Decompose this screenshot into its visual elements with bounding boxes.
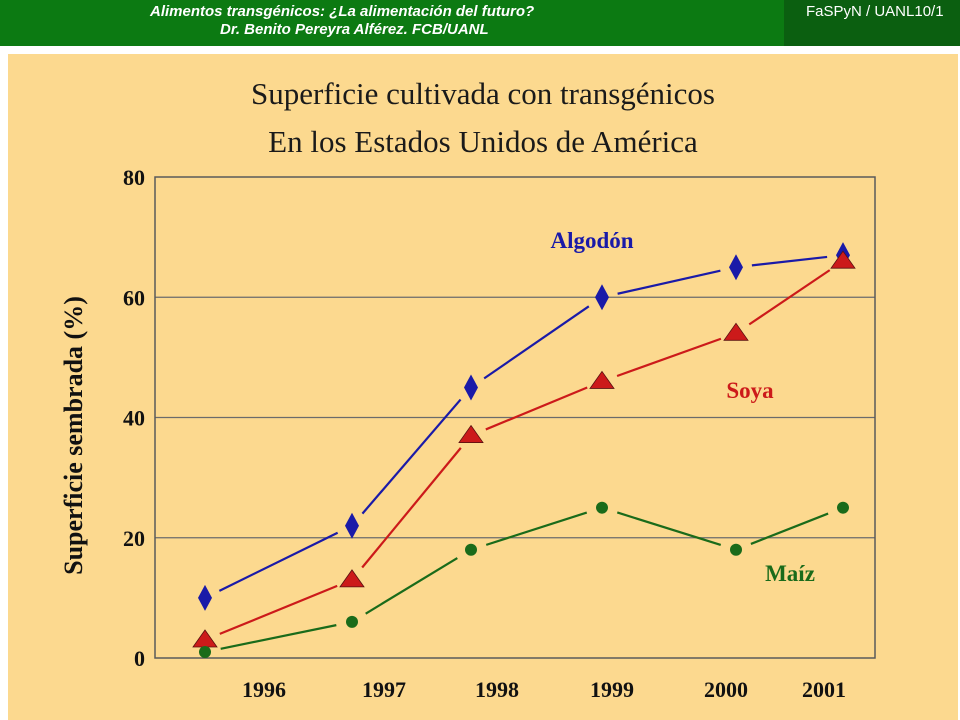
data-point-diamond [345, 512, 359, 539]
header-tag-box [784, 0, 960, 46]
data-point-diamond [729, 254, 743, 281]
series-line-segment [616, 337, 722, 378]
data-point-triangle [339, 569, 365, 588]
y-axis-label: Superficie sembrada (%) [59, 296, 88, 575]
data-point-triangle [723, 322, 749, 341]
data-point-circle [596, 501, 608, 514]
y-tick-label: 80 [123, 165, 145, 190]
data-point-triangle [830, 250, 856, 269]
header-title: Alimentos transgénicos: ¿La alimentación… [150, 3, 534, 39]
x-tick-label: 1999 [590, 677, 634, 702]
chart-title: Superficie cultivada con transgénicos [251, 76, 715, 111]
series-label: Maíz [765, 561, 815, 586]
data-point-circle [346, 615, 358, 628]
data-point-circle [730, 543, 742, 556]
series-line-segment [361, 447, 462, 569]
series-label: Soya [726, 378, 774, 403]
series-line-segment [218, 531, 339, 592]
x-tick-label: 2000 [704, 677, 748, 702]
x-tick-label: 1997 [362, 677, 406, 702]
series-line-segment [485, 511, 588, 546]
series-line-segment [616, 511, 722, 547]
y-tick-label: 20 [123, 526, 145, 551]
x-tick-label: 1996 [242, 677, 286, 702]
data-point-triangle [458, 424, 484, 443]
header-tag: FaSPyN / UANL10/1 [806, 3, 944, 20]
series-line-segment [220, 624, 337, 650]
series-line-segment [361, 398, 462, 515]
data-point-diamond [198, 584, 212, 611]
header-title-line1: Alimentos transgénicos: ¿La alimentación… [150, 3, 535, 20]
y-tick-label: 60 [123, 285, 145, 310]
data-point-triangle [192, 629, 218, 648]
y-tick-label: 0 [134, 646, 145, 671]
series-line-segment [748, 269, 831, 326]
header-title-line2: Dr. Benito Pereyra Alférez. FCB/UANL [220, 21, 489, 38]
series-label: Algodón [550, 228, 633, 253]
x-tick-label: 2001 [802, 677, 846, 702]
data-point-circle [465, 543, 477, 556]
series-line-segment [365, 557, 458, 615]
data-point-triangle [589, 370, 615, 389]
chart-subtitle: En los Estados Unidos de América [268, 124, 698, 159]
x-tick-label: 1998 [475, 677, 519, 702]
series-line-segment [219, 584, 338, 635]
series-line-segment [483, 305, 590, 380]
series-line-segment [750, 512, 829, 545]
data-point-circle [837, 501, 849, 514]
y-tick-label: 40 [123, 406, 145, 431]
series-line-segment [485, 386, 588, 431]
data-point-diamond [595, 284, 609, 311]
slide-area: Superficie cultivada con transgénicos En… [8, 54, 958, 720]
series-line-segment [751, 255, 828, 267]
plot-frame [154, 176, 876, 659]
data-point-circle [199, 645, 211, 658]
data-point-diamond [464, 374, 478, 401]
series-line-segment [617, 269, 721, 295]
